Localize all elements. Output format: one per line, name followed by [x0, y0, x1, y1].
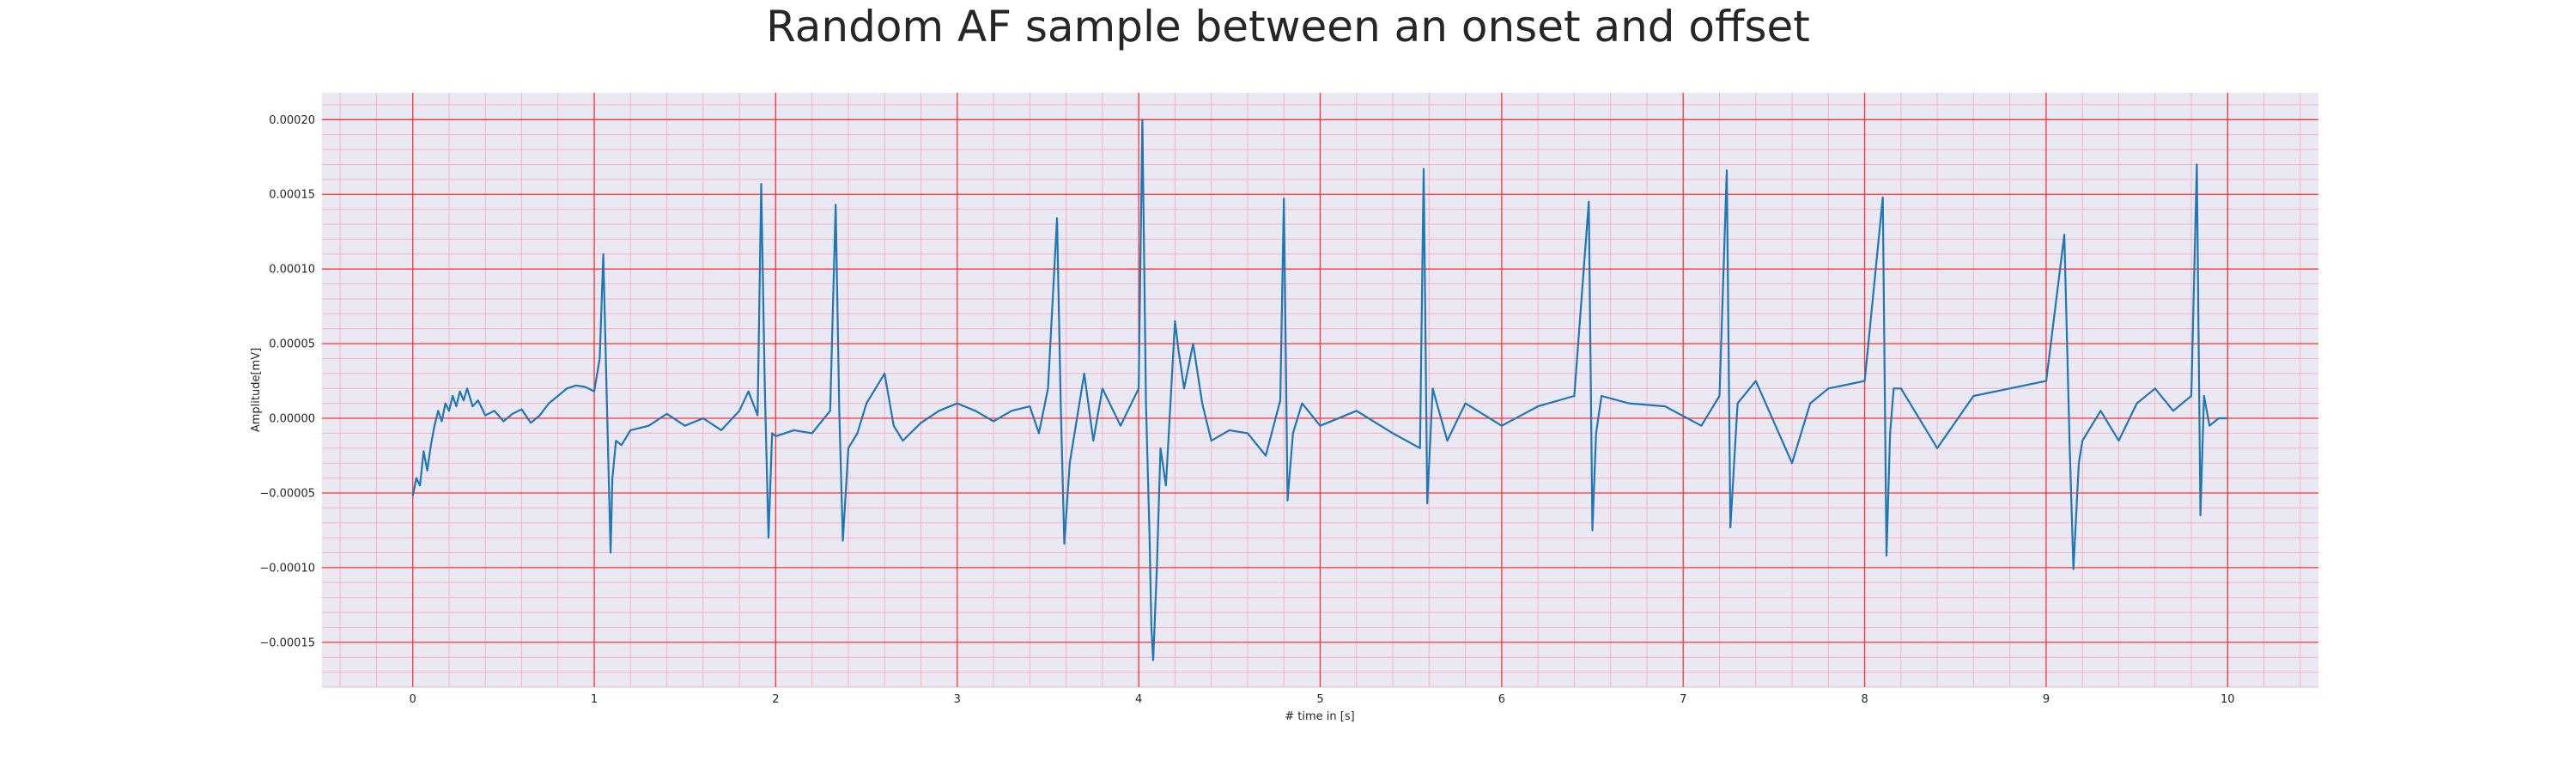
- x-tick-label: 0: [410, 693, 416, 706]
- x-axis-label: # time in [s]: [1285, 710, 1354, 723]
- y-tick-label: −0.00010: [259, 562, 315, 575]
- signal-line: [411, 119, 2228, 661]
- y-tick-label: 0.00000: [269, 413, 315, 426]
- x-tick-label: 9: [2043, 693, 2050, 706]
- y-tick-label: 0.00010: [269, 264, 315, 277]
- x-tick-label: 7: [1680, 693, 1686, 706]
- x-tick-label: 5: [1316, 693, 1323, 706]
- y-axis-label: Amplitude[mV]: [250, 348, 263, 432]
- y-tick-label: −0.00015: [259, 636, 315, 649]
- y-tick-label: 0.00005: [269, 338, 315, 351]
- y-tick-label: −0.00005: [259, 487, 315, 500]
- x-tick-label: 6: [1498, 693, 1505, 706]
- y-tick-label: 0.00015: [269, 189, 315, 202]
- x-tick-label: 1: [591, 693, 598, 706]
- x-tick-label: 8: [1861, 693, 1868, 706]
- x-tick-label: 4: [1135, 693, 1142, 706]
- x-tick-label: 3: [954, 693, 961, 706]
- x-tick-label: 2: [772, 693, 779, 706]
- y-axis-ticks: 0.00020 0.00015 0.00010 0.00005 0.00000 −0.00…: [259, 114, 315, 650]
- x-axis-ticks: 0 1 2 3 4 5 6 7 8 9 10: [410, 693, 2235, 706]
- x-tick-label: 10: [2221, 693, 2235, 706]
- y-tick-label: 0.00020: [269, 114, 315, 127]
- chart-title: Random AF sample between an onset and of…: [766, 2, 1810, 52]
